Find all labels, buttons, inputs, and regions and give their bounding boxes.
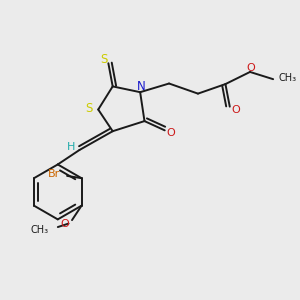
Text: S: S bbox=[85, 102, 92, 115]
Text: O: O bbox=[231, 104, 240, 115]
Text: O: O bbox=[61, 219, 69, 229]
Text: O: O bbox=[246, 63, 255, 73]
Text: CH₃: CH₃ bbox=[279, 73, 297, 83]
Text: O: O bbox=[167, 128, 176, 138]
Text: CH₃: CH₃ bbox=[30, 225, 48, 235]
Text: Br: Br bbox=[48, 169, 60, 178]
Text: N: N bbox=[137, 80, 146, 94]
Text: H: H bbox=[67, 142, 75, 152]
Text: S: S bbox=[100, 53, 108, 66]
